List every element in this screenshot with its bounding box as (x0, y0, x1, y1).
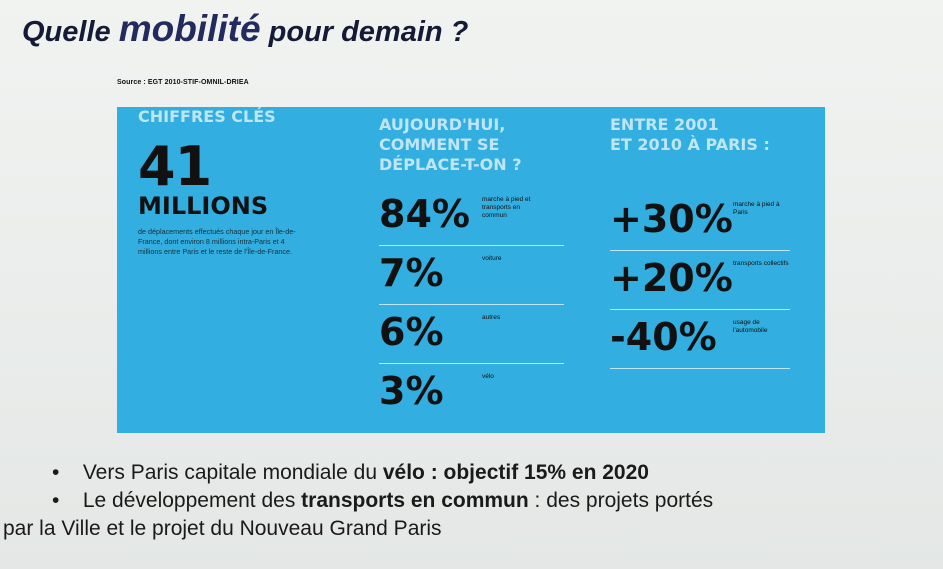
stat-value: 6% (379, 310, 444, 354)
headline-line: ENTRE 2001 (610, 115, 719, 134)
bullet-dot: • (52, 489, 60, 512)
source-note: Source : EGT 2010-STIF-OMNIL-DRIEA (117, 79, 249, 86)
paris-evolution-column: ENTRE 2001 ET 2010 À PARIS : +30% marche… (610, 107, 790, 369)
stat-value: 3% (379, 369, 444, 413)
stat-value: +30% (610, 197, 733, 241)
stat-label: transports collectifs (733, 260, 789, 267)
today-modes-column: AUJOURD'HUI, COMMENT SE DÉPLACE-T-ON ? 8… (379, 107, 564, 413)
infographic-panel: CHIFFRES CLÉS 41 MILLIONS de déplacement… (117, 107, 825, 433)
stat-label: vélo (482, 373, 494, 380)
bullet-list: • Vers Paris capitale mondiale du vélo :… (3, 459, 932, 543)
key-figure-number: 41 (138, 135, 212, 198)
bullet-emphasis: vélo : objectif 15% en 2020 (382, 461, 649, 484)
bullet-dot: • (52, 461, 60, 484)
stat-row: 84% marche à pied et transports en commu… (379, 187, 564, 246)
key-figure-description: de déplacements effectués chaque jour en… (138, 227, 296, 256)
paris-stats-list: +30% marche à pied à Paris +20% transpor… (610, 192, 790, 369)
stat-label: voiture (482, 255, 502, 262)
bullet-text: : des projets portés (528, 489, 714, 512)
title-part-1: Quelle (22, 16, 119, 48)
paris-evolution-headline: ENTRE 2001 ET 2010 À PARIS : (610, 115, 790, 155)
stat-row: +30% marche à pied à Paris (610, 192, 790, 251)
bullet-item: • Vers Paris capitale mondiale du vélo :… (52, 459, 932, 487)
today-modes-headline: AUJOURD'HUI, COMMENT SE DÉPLACE-T-ON ? (379, 115, 564, 175)
slide-title: Quelle mobilité pour demain ? (22, 8, 468, 50)
bullet-item: • Le développement des transports en com… (52, 487, 932, 515)
headline-line: COMMENT SE (379, 135, 500, 154)
headline-line: ET 2010 À PARIS : (610, 135, 770, 154)
title-part-2: mobilité (118, 8, 261, 49)
key-figure-unit: MILLIONS (138, 192, 269, 220)
stat-label: marche à pied et transports en commun (482, 196, 531, 219)
key-figures-column: CHIFFRES CLÉS 41 MILLIONS de déplacement… (138, 107, 338, 257)
stat-value: 7% (379, 251, 444, 295)
stat-label: autres (482, 314, 501, 321)
bullet-emphasis: transports en commun (301, 489, 529, 512)
stat-label: marche à pied à Paris (733, 201, 780, 216)
bullet-continuation: par la Ville et le projet du Nouveau Gra… (3, 517, 442, 540)
bullet-text: Le développement des (77, 489, 302, 512)
title-part-3: pour demain ? (260, 16, 469, 48)
stat-value: 84% (379, 192, 470, 236)
stat-value: +20% (610, 256, 733, 300)
stat-row: 3% vélo (379, 364, 564, 423)
stat-row: 7% voiture (379, 246, 564, 305)
headline-line: DÉPLACE-T-ON ? (379, 155, 522, 174)
stat-row: +20% transports collectifs (610, 251, 790, 310)
headline-line: AUJOURD'HUI, (379, 115, 506, 134)
today-stats-list: 84% marche à pied et transports en commu… (379, 187, 564, 423)
bullet-text: Vers Paris capitale mondiale du (77, 461, 383, 484)
key-figures-headline: CHIFFRES CLÉS (138, 107, 276, 126)
stat-row: 6% autres (379, 305, 564, 364)
stat-label: usage de l'automobile (733, 319, 768, 334)
stat-value: -40% (610, 315, 717, 359)
stat-row: -40% usage de l'automobile (610, 310, 790, 369)
